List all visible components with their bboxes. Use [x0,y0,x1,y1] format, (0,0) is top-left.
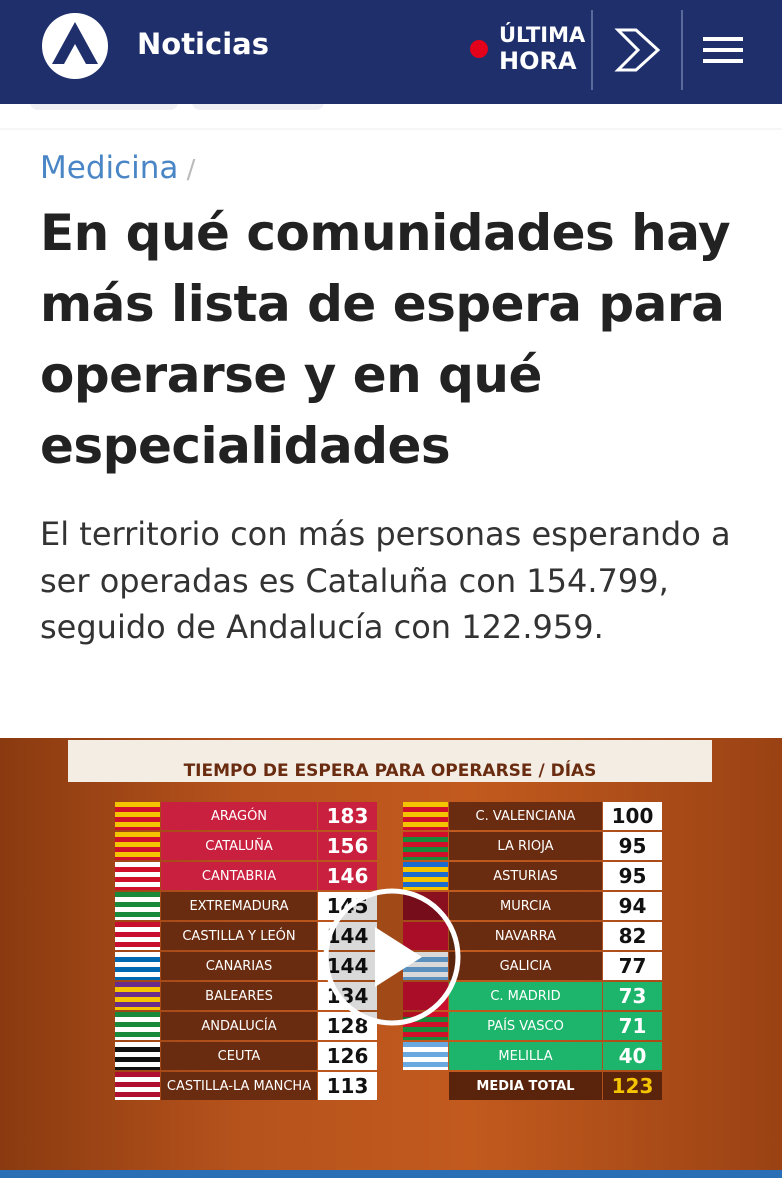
table-row: CASTILLA Y LEÓN144 [115,922,377,950]
table-row: MELILLA 40 [403,1042,662,1070]
breadcrumb[interactable]: Medicina / [40,150,196,186]
table-row: CASTILLA-LA MANCHA 113 [115,1072,377,1100]
header-icons [591,10,743,90]
table-row: CANARIAS144 [115,952,377,980]
video-thumbnail[interactable]: TIEMPO DE ESPERA PARA OPERARSE / DÍAS AR… [0,738,782,1170]
flag [403,832,448,860]
table-row: BALEARES134 [115,982,377,1010]
bottom-bar [0,1170,782,1178]
region-name: MURCIA [449,892,602,920]
menu-icon[interactable] [703,37,743,63]
region-name: CANARIAS [161,952,317,980]
flag [115,952,160,980]
breaking-news[interactable]: ÚLTIMA HORA [499,22,585,74]
brand[interactable]: Noticias [137,27,269,61]
table-row: ANDALUCÍA 128 [115,1012,377,1040]
region-value: 40 [603,1042,662,1070]
header: Noticias ÚLTIMA HORA [0,0,782,104]
region-value: 71 [603,1012,662,1040]
table-row: NAVARRA 82 [403,922,662,950]
flag [115,1072,160,1100]
breadcrumb-link[interactable]: Medicina [40,150,179,186]
table-row: MURCIA 94 [403,892,662,920]
subtitle: El territorio con más personas esperando… [40,515,731,646]
flag [403,862,448,890]
region-value: 73 [603,982,662,1010]
flag [115,1012,160,1040]
flag [403,922,448,950]
table-row: ARAGÓN 183 [115,802,377,830]
region-value: 77 [603,952,662,980]
flag [403,1042,448,1070]
table-row: MEDIA TOTAL 123 [403,1072,662,1100]
region-name: CATALUÑA [161,832,317,860]
region-value: 94 [603,892,662,920]
live-dot [470,40,488,58]
flag [115,802,160,830]
region-name: ARAGÓN [161,802,317,830]
flag [115,832,160,860]
table-row: GALICIA 77 [403,952,662,980]
flag [403,802,448,830]
video-title: TIEMPO DE ESPERA PARA OPERARSE / DÍAS [68,740,712,782]
table-row: CANTABRIA 146 [115,862,377,890]
table-row: LA RIOJA 95 [403,832,662,860]
region-name: LA RIOJA [449,832,602,860]
region-value: 113 [318,1072,377,1100]
region-value: 123 [603,1072,662,1100]
logo[interactable] [38,12,114,80]
region-name: MEDIA TOTAL [449,1072,602,1100]
table-row: CATALUÑA 156 [115,832,377,860]
region-name: CASTILLA Y LEÓN [161,922,317,950]
region-value: 156 [318,832,377,860]
flag [115,862,160,890]
region-value: 183 [318,802,377,830]
region-value: 95 [603,862,662,890]
spacer [403,1072,448,1100]
region-name: CANTABRIA [161,862,317,890]
region-name: C. MADRID [449,982,602,1010]
region-value: 100 [603,802,662,830]
table-row: ASTURIAS 95 [403,862,662,890]
flag [115,922,160,950]
play-button[interactable] [317,882,467,1032]
region-name: EXTREMADURA [161,892,317,920]
region-name: C. VALENCIANA [449,802,602,830]
headline: En qué comunidades hay más lista de espe… [40,204,731,475]
region-name: CEUTA [161,1042,317,1070]
region-value: 126 [318,1042,377,1070]
region-name: CASTILLA-LA MANCHA [161,1072,317,1100]
region-value: 95 [603,832,662,860]
table-row: C. VALENCIANA 100 [403,802,662,830]
nav-hint [0,104,782,130]
region-value: 146 [318,862,377,890]
table-row: CEUTA 126 [115,1042,377,1070]
region-name: ASTURIAS [449,862,602,890]
flag [115,892,160,920]
region-name: BALEARES [161,982,317,1010]
breaking-line: ÚLTIMA [499,23,586,47]
flag [115,982,160,1010]
region-name: NAVARRA [449,922,602,950]
region-name: GALICIA [449,952,602,980]
region-name: MELILLA [449,1042,602,1070]
region-name: PAÍS VASCO [449,1012,602,1040]
table-row: PAÍS VASCO 71 [403,1012,662,1040]
flag [115,1042,160,1070]
play-icon[interactable] [614,28,661,72]
breaking-line: HORA [499,47,577,75]
region-name: ANDALUCÍA [161,1012,317,1040]
region-value: 82 [603,922,662,950]
